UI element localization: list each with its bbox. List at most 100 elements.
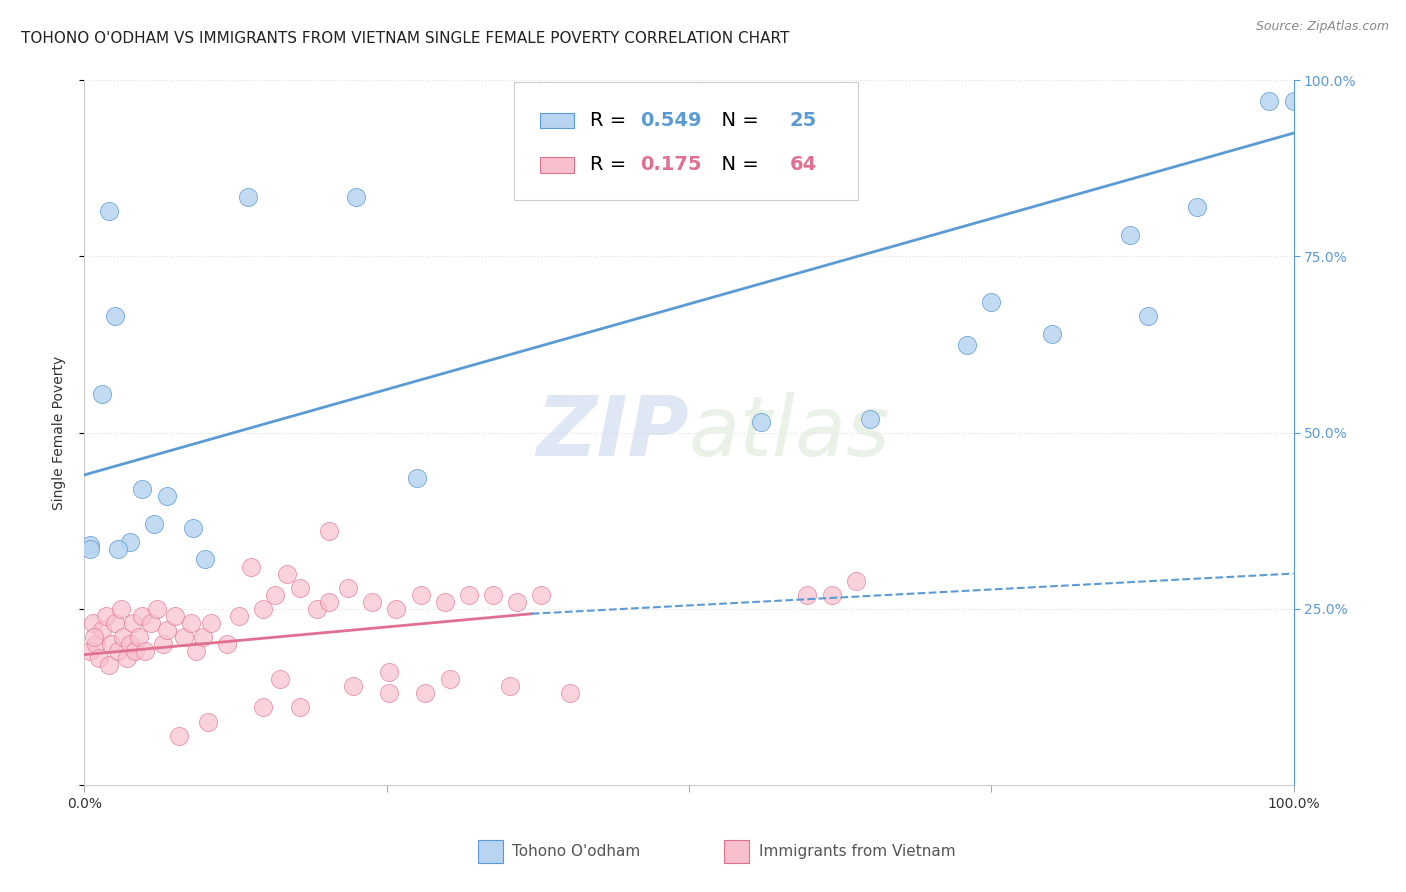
Point <box>139 615 162 630</box>
Point <box>104 310 127 324</box>
Point <box>482 588 505 602</box>
Point <box>342 679 364 693</box>
Point <box>269 673 291 687</box>
Text: atlas: atlas <box>689 392 890 473</box>
Point <box>128 630 150 644</box>
Text: 25: 25 <box>789 111 817 130</box>
Point <box>146 601 169 615</box>
Point <box>79 644 101 658</box>
Point <box>336 581 359 595</box>
Point <box>1137 310 1160 324</box>
Point <box>86 637 108 651</box>
Y-axis label: Single Female Poverty: Single Female Poverty <box>52 356 66 509</box>
Point <box>107 541 129 556</box>
Point <box>252 601 274 615</box>
Point <box>155 623 177 637</box>
FancyBboxPatch shape <box>540 112 574 128</box>
Point <box>184 644 207 658</box>
Point <box>439 673 461 687</box>
Point <box>79 538 101 552</box>
Point <box>1119 228 1142 243</box>
Point <box>115 651 138 665</box>
Point <box>1185 200 1208 214</box>
Point <box>236 189 259 203</box>
Point <box>406 471 429 485</box>
Point <box>252 700 274 714</box>
FancyBboxPatch shape <box>513 82 858 200</box>
Point <box>346 189 368 203</box>
Point <box>820 588 842 602</box>
Point <box>361 595 384 609</box>
Point <box>845 574 868 588</box>
Text: N =: N = <box>710 111 765 130</box>
Point <box>288 700 311 714</box>
Point <box>143 517 166 532</box>
Text: Source: ZipAtlas.com: Source: ZipAtlas.com <box>1256 20 1389 33</box>
Point <box>107 644 129 658</box>
Point <box>194 552 217 566</box>
Point <box>120 637 142 651</box>
Point <box>91 387 114 401</box>
Point <box>506 595 529 609</box>
Point <box>91 623 114 637</box>
Point <box>956 337 979 351</box>
Point <box>83 630 105 644</box>
Point <box>378 686 401 700</box>
Point <box>104 615 127 630</box>
Point <box>457 588 479 602</box>
Point <box>173 630 195 644</box>
Text: ZIP: ZIP <box>536 392 689 473</box>
Point <box>305 601 328 615</box>
Point <box>200 615 222 630</box>
Point <box>134 644 156 658</box>
Point <box>215 637 238 651</box>
Point <box>980 295 1002 310</box>
Point <box>859 411 882 425</box>
Point <box>240 559 263 574</box>
Point <box>167 729 190 743</box>
Text: 64: 64 <box>789 155 817 174</box>
Point <box>1040 326 1063 341</box>
Point <box>100 637 122 651</box>
Point <box>180 615 202 630</box>
Point <box>97 203 120 218</box>
Point <box>318 524 340 539</box>
Text: Tohono O'odham: Tohono O'odham <box>512 845 640 859</box>
Point <box>112 630 135 644</box>
FancyBboxPatch shape <box>540 157 574 172</box>
Point <box>1282 95 1305 109</box>
Point <box>796 588 818 602</box>
Point <box>79 541 101 556</box>
Text: 0.549: 0.549 <box>641 111 702 130</box>
Text: R =: R = <box>589 155 638 174</box>
Point <box>110 601 132 615</box>
Point <box>530 588 553 602</box>
Point <box>94 608 117 623</box>
Point <box>385 601 408 615</box>
Point <box>751 415 773 429</box>
Point <box>378 665 401 680</box>
Point <box>409 588 432 602</box>
Point <box>191 630 214 644</box>
Point <box>288 581 311 595</box>
Text: TOHONO O'ODHAM VS IMMIGRANTS FROM VIETNAM SINGLE FEMALE POVERTY CORRELATION CHAR: TOHONO O'ODHAM VS IMMIGRANTS FROM VIETNA… <box>21 31 789 46</box>
Point <box>131 608 153 623</box>
Point <box>124 644 146 658</box>
Point <box>228 608 250 623</box>
Point <box>264 588 287 602</box>
Point <box>197 714 219 729</box>
Point <box>165 608 187 623</box>
Point <box>152 637 174 651</box>
Point <box>131 482 153 496</box>
Point <box>120 534 142 549</box>
Point <box>121 615 143 630</box>
Point <box>276 566 298 581</box>
Point <box>1258 95 1281 109</box>
Point <box>181 521 204 535</box>
Text: N =: N = <box>710 155 765 174</box>
Point <box>155 489 177 503</box>
Text: Immigrants from Vietnam: Immigrants from Vietnam <box>759 845 956 859</box>
Point <box>82 615 104 630</box>
Point <box>560 686 582 700</box>
Text: R =: R = <box>589 111 633 130</box>
